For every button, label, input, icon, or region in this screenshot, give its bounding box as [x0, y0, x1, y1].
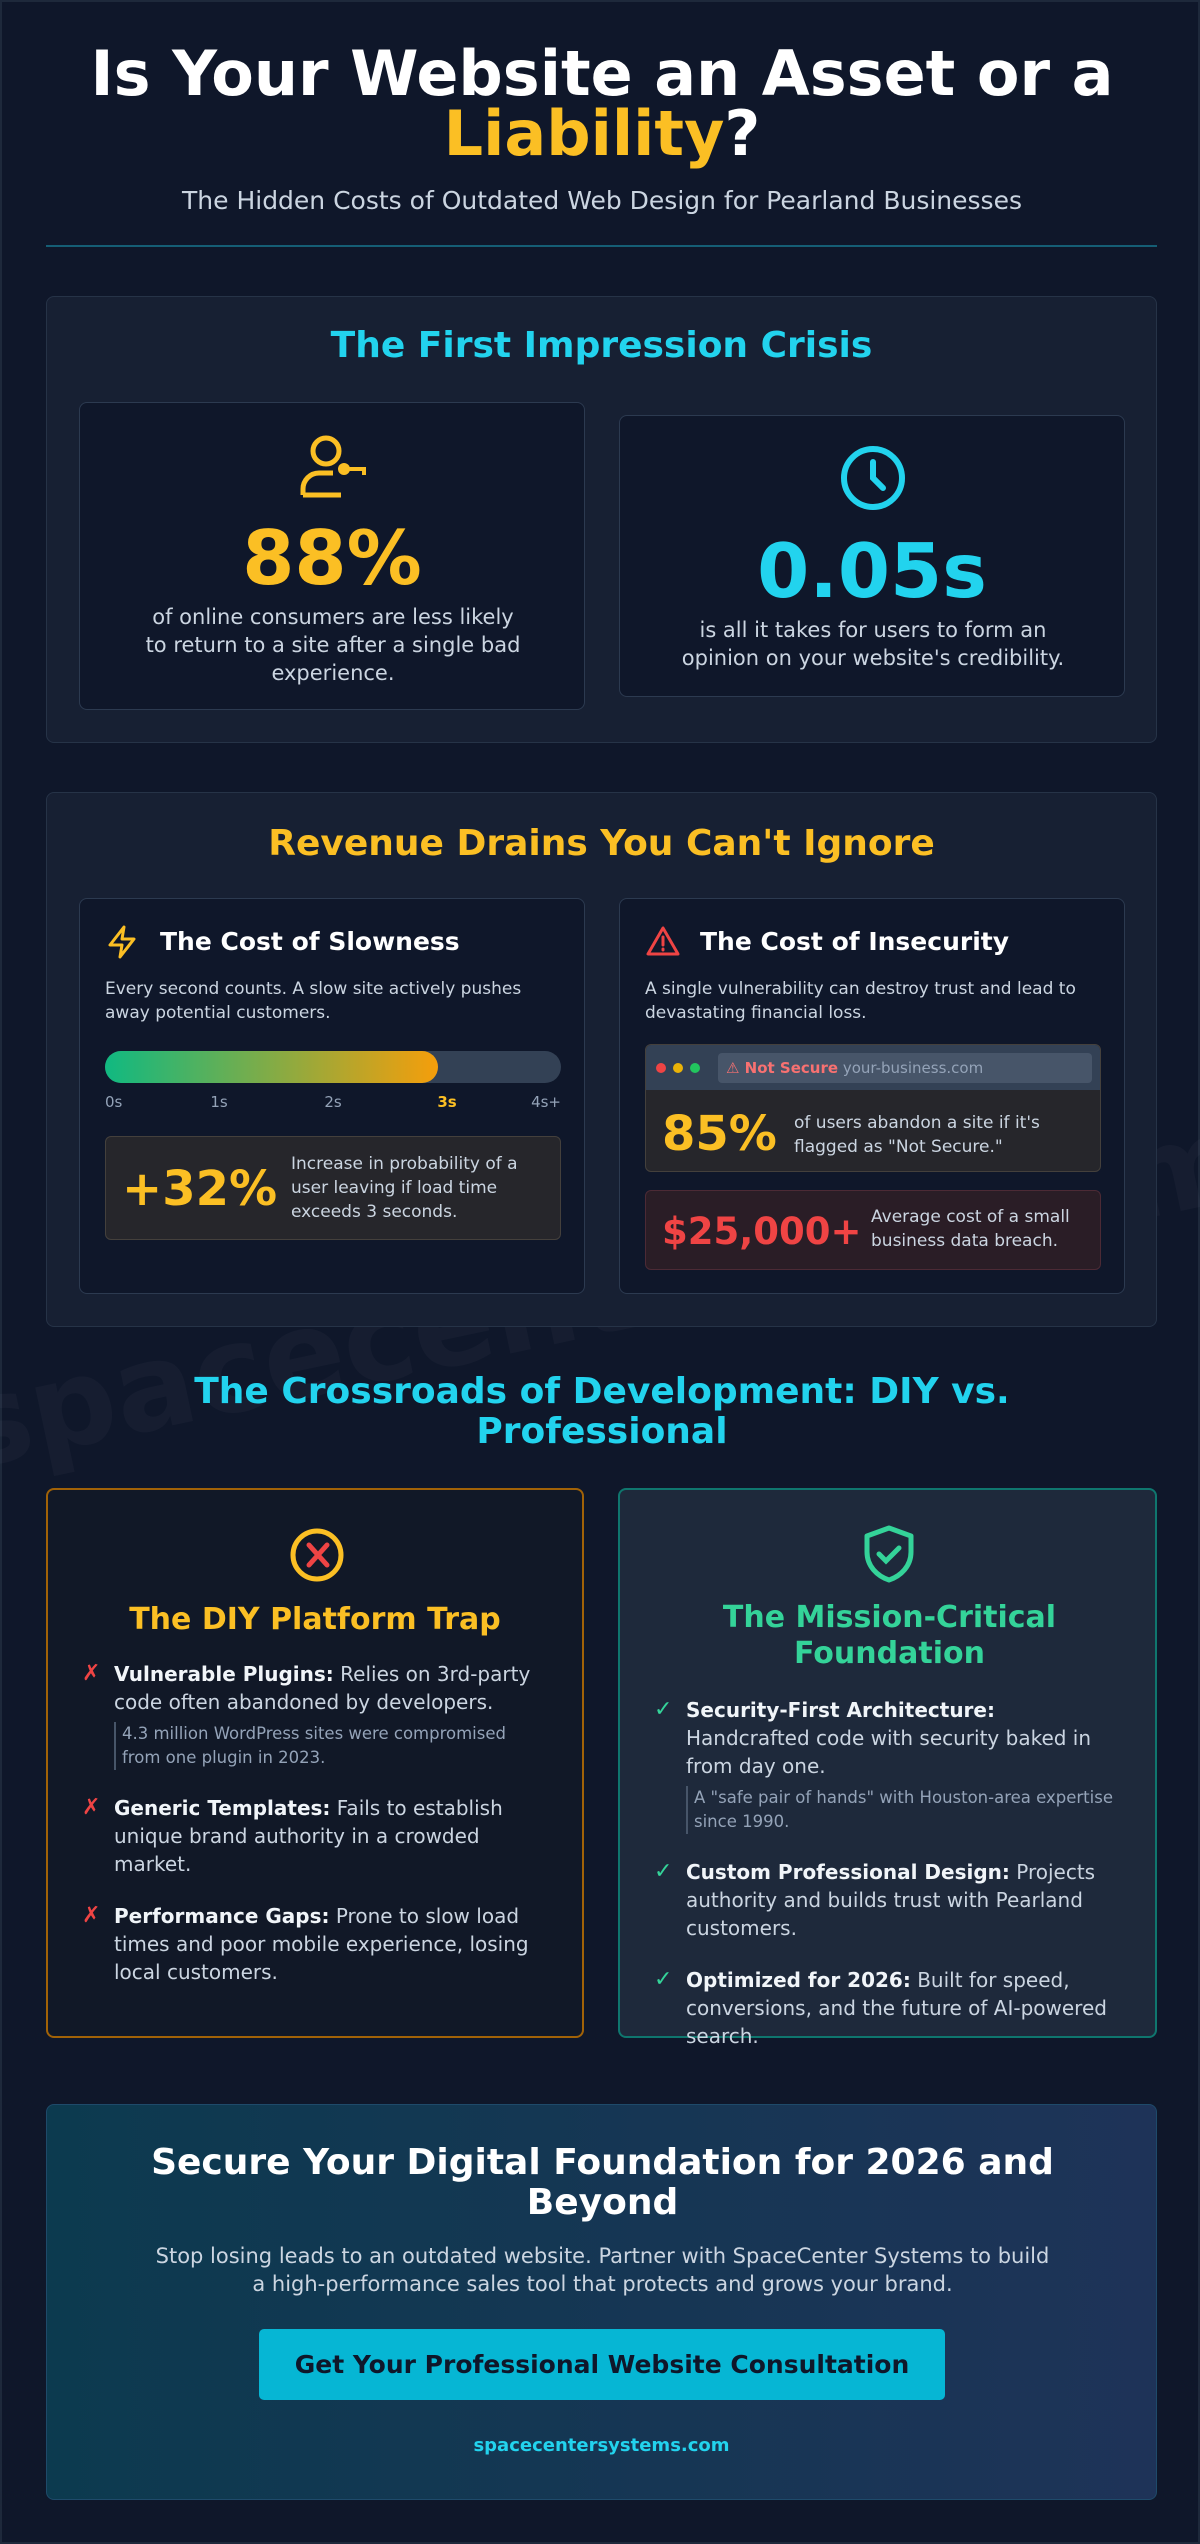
list-item: ✗ Generic Templates: Fails to establish u…	[48, 1794, 582, 1878]
cta-heading: Secure Your Digital Foundation for 2026 …	[151, 2142, 1054, 2223]
item-label: Custom Professional Design:	[686, 1860, 1010, 1884]
stat-box: +32% Increase in probability of a user l…	[105, 1136, 561, 1240]
card-title: The Cost of Slowness	[160, 927, 460, 956]
cta-text: Stop losing leads to an outdated website…	[155, 2244, 1050, 2296]
stat-text: Increase in probability of a user leavin…	[291, 1154, 518, 1222]
subtitle: The Hidden Costs of Outdated Web Design …	[182, 186, 1022, 215]
scale-label: 4s+	[531, 1093, 561, 1111]
section-heading: The First Impression Crisis	[330, 325, 873, 366]
browser-box: ⚠ Not Secure your-business.com 85% of us…	[645, 1044, 1101, 1172]
impression-section: The First Impression Crisis 88% of onlin…	[46, 296, 1157, 743]
stat-card: 88% of online consumers are less likely …	[79, 402, 585, 710]
item-mark: ✗	[82, 1903, 101, 1928]
scale-label: 2s	[324, 1093, 342, 1111]
list-item: ✗ Vulnerable Plugins: Relies on 3rd-party…	[48, 1660, 582, 1770]
cta-button[interactable]: Get Your Professional Website Consultati…	[259, 2329, 945, 2400]
browser-bar: ⚠ Not Secure your-business.com	[646, 1045, 1100, 1090]
bolt-icon	[108, 925, 136, 959]
header: Is Your Website an Asset or a Liability? …	[2, 43, 1200, 216]
revenue-section: Revenue Drains You Can't Ignore The Cost…	[46, 792, 1157, 1327]
divider	[46, 245, 1157, 247]
load-bar-fill	[105, 1051, 438, 1083]
item-mark: ✓	[654, 1859, 673, 1884]
card-text: A single vulnerability can destroy trust…	[645, 979, 1076, 1023]
item-note: A "safe pair of hands" with Houston-area…	[686, 1786, 1115, 1834]
card-text: Every second counts. A slow site activel…	[105, 979, 522, 1023]
load-bar-track	[105, 1051, 561, 1083]
title-highlight: Liability	[443, 97, 725, 170]
slowness-card: The Cost of Slowness Every second counts…	[79, 898, 585, 1294]
scale-label: 1s	[210, 1093, 228, 1111]
card-title: The Mission-Critical Foundation	[722, 1600, 1057, 1671]
cta-link[interactable]: spacecentersystems.com	[473, 2435, 730, 2456]
item-text: Handcrafted code with security baked in …	[686, 1726, 1092, 1778]
item-mark: ✓	[654, 1967, 673, 1992]
warning-icon	[646, 926, 680, 956]
item-label: Vulnerable Plugins:	[114, 1662, 334, 1686]
stat-value: $25,000+	[662, 1210, 862, 1253]
item-text: Prone to slow load times and poor mobile…	[114, 1904, 529, 1984]
card-title: The Cost of Insecurity	[700, 927, 1010, 956]
list-item: ✗ Performance Gaps: Prone to slow load ti…	[48, 1902, 582, 1986]
stat-card: 0.05s is all it takes for users to form …	[619, 415, 1125, 697]
item-list: ✓ Security-First Architecture: Handcrafte…	[620, 1696, 1155, 2074]
item-label: Optimized for 2026:	[686, 1968, 911, 1992]
stat-value: 88%	[242, 514, 422, 602]
item-label: Generic Templates:	[114, 1796, 331, 1820]
stat-text: Average cost of a small business data br…	[871, 1207, 1070, 1251]
diy-card: The DIY Platform Trap ✗ Vulnerable Plugin…	[46, 1488, 584, 2038]
user-key-icon	[300, 435, 366, 498]
load-scale: 0s 1s 2s 3s 4s+	[105, 1093, 561, 1113]
item-label: Performance Gaps:	[114, 1904, 330, 1928]
item-list: ✗ Vulnerable Plugins: Relies on 3rd-party…	[48, 1660, 582, 2010]
stat-value: 85%	[662, 1106, 777, 1162]
scale-label: 0s	[105, 1093, 123, 1111]
stat-text: of users abandon a site if it's flagged …	[794, 1113, 1040, 1157]
list-item: ✓ Custom Professional Design: Projects au…	[620, 1858, 1155, 1942]
card-title: The DIY Platform Trap	[129, 1602, 501, 1637]
title: Is Your Website an Asset or a Liability?	[2, 43, 1200, 165]
item-text: Relies on 3rd-party code often abandoned…	[114, 1662, 531, 1714]
stat-box: $25,000+ Average cost of a small busines…	[645, 1190, 1101, 1270]
stat-value: 0.05s	[757, 527, 987, 615]
url-bar: ⚠ Not Secure your-business.com	[718, 1053, 1092, 1083]
item-text: Built for speed, conversions, and the fu…	[686, 1968, 1107, 2048]
url: your-business.com	[842, 1059, 984, 1077]
item-mark: ✓	[654, 1697, 673, 1722]
section-heading: Revenue Drains You Can't Ignore	[268, 823, 935, 864]
insecurity-card: The Cost of Insecurity A single vulnerab…	[619, 898, 1125, 1294]
broken-icon	[290, 1528, 344, 1582]
title-suffix: ?	[724, 97, 761, 170]
list-item: ✓ Optimized for 2026: Built for speed, co…	[620, 1966, 1155, 2050]
item-mark: ✗	[82, 1661, 101, 1686]
item-mark: ✗	[82, 1795, 101, 1820]
cta: Secure Your Digital Foundation for 2026 …	[46, 2104, 1157, 2500]
scale-label: 3s	[437, 1093, 457, 1111]
item-text: Projects authority and builds trust with…	[686, 1860, 1096, 1940]
item-note: 4.3 million WordPress sites were comprom…	[114, 1722, 542, 1770]
stat-text: of online consumers are less likely to r…	[145, 605, 521, 685]
section-heading: The Crossroads of Development: DIY vs. P…	[194, 1371, 1010, 1452]
pro-card: The Mission-Critical Foundation ✓ Securit…	[618, 1488, 1157, 2048]
shield-icon	[864, 1525, 914, 1583]
list-item: ✓ Security-First Architecture: Handcrafte…	[620, 1696, 1155, 1834]
stat-value: +32%	[122, 1161, 278, 1217]
title-prefix: Is Your Website an Asset or a	[90, 37, 1114, 110]
stat-text: is all it takes for users to form an opi…	[681, 618, 1065, 670]
item-text: Fails to establish unique brand authorit…	[114, 1796, 503, 1876]
item-label: Security-First Architecture:	[686, 1698, 995, 1722]
not-secure: Not Secure	[744, 1059, 839, 1077]
clock-icon	[841, 446, 905, 510]
